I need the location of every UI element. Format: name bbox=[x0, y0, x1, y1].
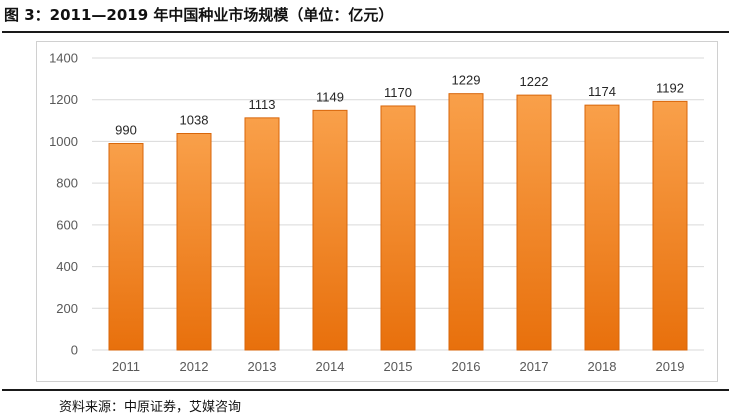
x-tick-label: 2016 bbox=[452, 359, 481, 374]
x-tick-label: 2014 bbox=[316, 359, 345, 374]
data-label: 1229 bbox=[452, 73, 481, 88]
x-tick-label: 2019 bbox=[656, 359, 685, 374]
bar-2015 bbox=[380, 105, 416, 351]
bar-2011 bbox=[108, 143, 144, 351]
x-tick-label: 2012 bbox=[180, 359, 209, 374]
data-label: 1149 bbox=[316, 89, 344, 104]
bar-2012 bbox=[176, 133, 212, 351]
x-tick-label: 2011 bbox=[112, 359, 140, 374]
data-label: 1192 bbox=[656, 80, 684, 95]
y-tick-label: 800 bbox=[56, 176, 78, 191]
chart-frame bbox=[36, 41, 718, 382]
y-tick-label: 1000 bbox=[49, 134, 78, 149]
data-label: 1170 bbox=[384, 85, 412, 100]
data-label: 990 bbox=[115, 123, 137, 138]
bars bbox=[108, 93, 688, 351]
data-label: 1113 bbox=[249, 97, 276, 112]
y-tick-label: 200 bbox=[56, 301, 78, 316]
source-note: 资料来源：中原证券，艾媒咨询 bbox=[59, 400, 242, 415]
x-tick-label: 2018 bbox=[588, 359, 617, 374]
bar-2018 bbox=[584, 104, 620, 351]
y-tick-label: 1400 bbox=[49, 51, 78, 66]
x-tick-label: 2013 bbox=[248, 359, 277, 374]
x-tick-label: 2015 bbox=[384, 359, 413, 374]
y-tick-label: 600 bbox=[56, 217, 78, 232]
y-tick-label: 0 bbox=[71, 343, 78, 358]
y-axis-tick-labels: 0 200 400 600 800 1000 1200 1400 bbox=[49, 51, 78, 358]
source-divider bbox=[2, 389, 729, 391]
bar-2019 bbox=[652, 100, 688, 351]
bar-2014 bbox=[312, 109, 348, 351]
y-tick-label: 400 bbox=[56, 259, 78, 274]
figure-title: 图 3：2011—2019 年中国种业市场规模（单位：亿元） bbox=[4, 6, 394, 24]
x-tick-label: 2017 bbox=[520, 359, 549, 374]
y-tick-label: 1200 bbox=[49, 92, 78, 107]
bar-2016 bbox=[448, 93, 484, 351]
data-label: 1222 bbox=[520, 74, 549, 89]
data-label: 1038 bbox=[180, 113, 209, 128]
bar-2013 bbox=[244, 117, 280, 351]
bar-2017 bbox=[516, 94, 552, 351]
data-label: 1174 bbox=[588, 84, 616, 99]
x-axis-tick-labels: 2011 2012 2013 2014 2015 2016 2017 2018 2019 bbox=[112, 359, 684, 374]
data-labels: 990 1038 1113 1149 1170 1229 1222 1174 1192 bbox=[115, 73, 684, 138]
title-divider bbox=[2, 31, 729, 33]
